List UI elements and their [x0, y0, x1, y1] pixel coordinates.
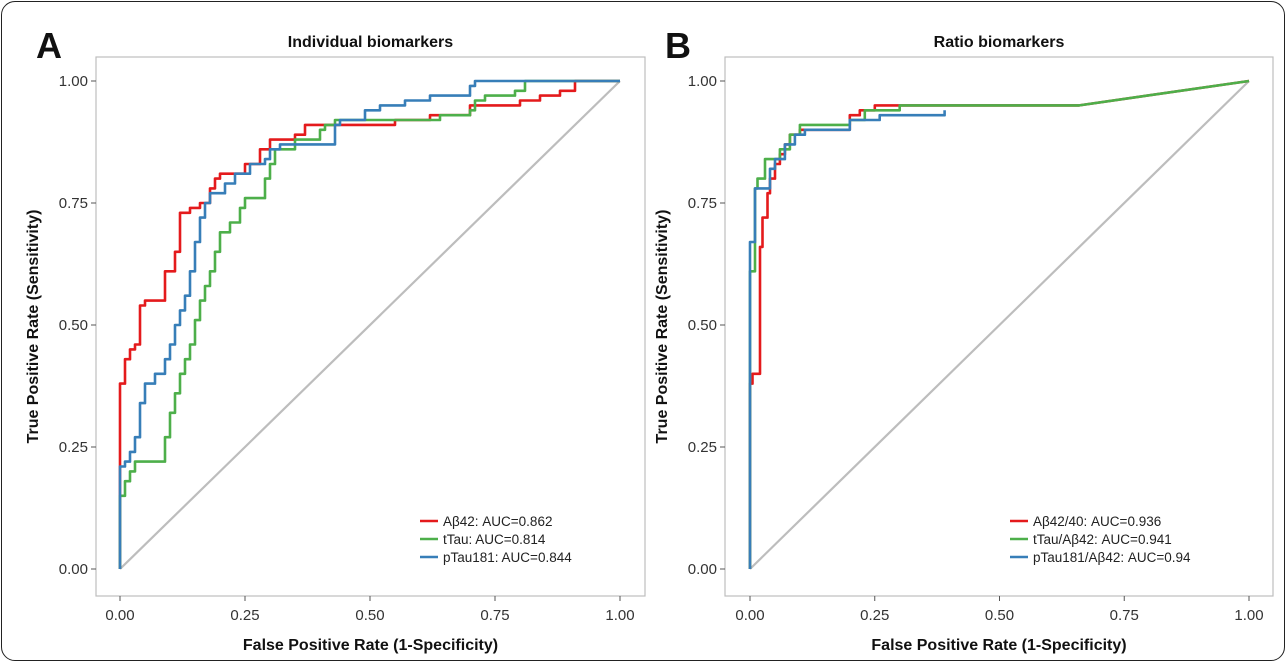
chart-title: Ratio biomarkers	[934, 34, 1065, 51]
legend-entry: pTau181: AUC=0.844	[443, 550, 572, 565]
legend-entry: tTau/Aβ42: AUC=0.941	[1033, 532, 1172, 547]
roc-curve-series-3	[748, 110, 946, 569]
reference-diagonal-line	[119, 80, 621, 570]
legend-entry: tTau: AUC=0.814	[443, 532, 546, 547]
legend: Aβ42: AUC=0.862 tTau: AUC=0.814 pTau181: A…	[420, 514, 572, 565]
panel-letter: A	[36, 25, 62, 66]
x-tick-label: 0.75	[1110, 607, 1139, 624]
legend-entry: Aβ42/40: AUC=0.936	[1033, 514, 1161, 529]
y-tick-label: 0.25	[688, 439, 717, 456]
reference-diagonal-line	[749, 80, 1250, 570]
y-tick-label: 0.00	[688, 561, 717, 578]
y-tick-label: 0.25	[59, 439, 88, 456]
y-tick-label: 1.00	[59, 73, 88, 90]
y-tick-label: 0.50	[688, 317, 717, 334]
x-tick-label: 0.50	[985, 607, 1014, 624]
roc-curve-series-3	[118, 79, 620, 569]
y-tick-label: 0.50	[59, 317, 88, 334]
chart-panel-a: A Individual biomarkers 0.00 0.25 0.50 0.75 1.…	[25, 25, 646, 654]
y-tick-label: 1.00	[688, 73, 717, 90]
y-axis-label: True Positive Rate (Sensitivity)	[654, 210, 671, 444]
x-tick-label: 0.75	[480, 607, 509, 624]
y-tick-label: 0.00	[59, 561, 88, 578]
y-tick-label: 0.75	[59, 195, 88, 212]
x-axis-label: False Positive Rate (1-Specificity)	[243, 637, 498, 654]
x-tick-label: 1.00	[605, 607, 634, 624]
y-axis-label: True Positive Rate (Sensitivity)	[25, 210, 42, 444]
y-tick-label: 0.75	[688, 195, 717, 212]
roc-curve-series-2	[118, 79, 620, 569]
x-tick-label: 0.00	[735, 607, 764, 624]
chart-panel-b: B Ratio biomarkers 0.00 0.25 0.50 0.75 1.00 0.0…	[654, 25, 1274, 654]
x-tick-label: 0.00	[105, 607, 134, 624]
legend-entry: pTau181/Aβ42: AUC=0.94	[1033, 550, 1191, 565]
chart-title: Individual biomarkers	[288, 34, 453, 51]
panel-letter: B	[665, 25, 691, 66]
x-tick-label: 0.50	[355, 607, 384, 624]
legend-entry: Aβ42: AUC=0.862	[443, 514, 552, 529]
x-tick-label: 1.00	[1234, 607, 1263, 624]
roc-curve-series-1	[118, 79, 620, 569]
legend: Aβ42/40: AUC=0.936 tTau/Aβ42: AUC=0.941 pT…	[1010, 514, 1191, 565]
x-tick-label: 0.25	[230, 607, 259, 624]
x-axis-label: False Positive Rate (1-Specificity)	[871, 637, 1126, 654]
x-tick-label: 0.25	[860, 607, 889, 624]
